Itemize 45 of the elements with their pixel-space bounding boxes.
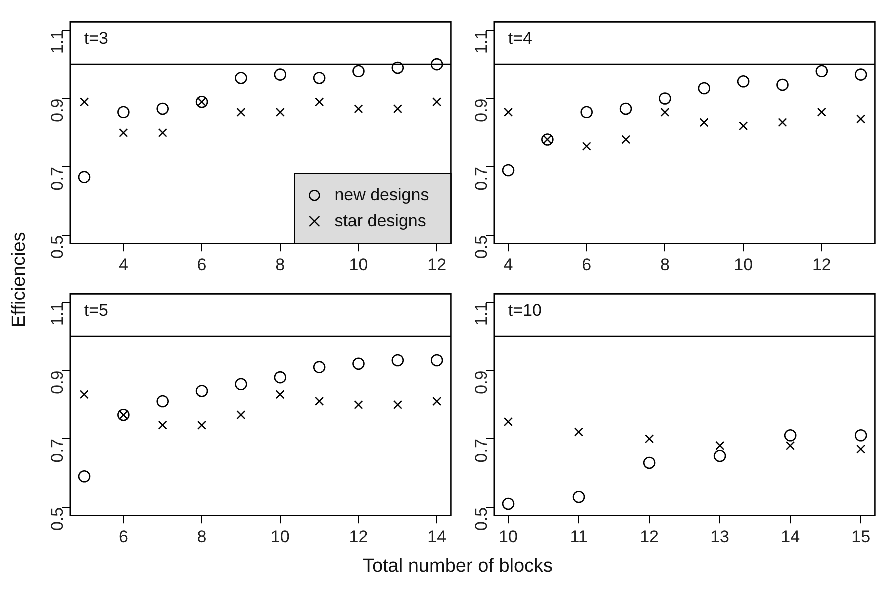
x-tick-label: 14 — [781, 527, 800, 546]
x-tick-label: 12 — [812, 255, 832, 274]
x-axis-title: Total number of blocks — [362, 556, 554, 578]
x-tick-label: 14 — [428, 527, 447, 546]
x-tick-label: 13 — [710, 527, 730, 546]
y-tick-label: 1.1 — [472, 302, 492, 326]
chart-title: t=5 — [84, 300, 109, 320]
y-axis-title: Efficiencies — [9, 232, 31, 328]
legend-label: new designs — [334, 185, 430, 204]
y-tick-label: 0.7 — [472, 167, 492, 191]
x-tick-label: 8 — [197, 527, 207, 546]
x-tick-label: 4 — [504, 255, 514, 274]
x-tick-label: 6 — [197, 255, 207, 274]
y-tick-label: 0.5 — [472, 235, 492, 260]
y-tick-label: 0.7 — [48, 167, 68, 191]
y-tick-label: 0.9 — [472, 370, 492, 394]
y-tick-label: 1.1 — [48, 302, 68, 326]
y-tick-label: 0.9 — [472, 98, 492, 122]
x-tick-label: 8 — [276, 255, 286, 274]
x-tick-label: 10 — [349, 255, 368, 274]
x-tick-label: 12 — [349, 527, 368, 546]
y-tick-label: 0.7 — [48, 439, 68, 463]
y-tick-label: 0.7 — [472, 439, 492, 463]
y-tick-label: 1.1 — [472, 30, 492, 54]
chart-title: t=10 — [508, 300, 542, 320]
y-tick-label: 0.5 — [472, 507, 492, 532]
y-tick-label: 0.5 — [48, 507, 68, 532]
x-tick-label: 6 — [118, 527, 128, 546]
x-tick-label: 6 — [582, 255, 592, 274]
y-tick-label: 0.9 — [48, 98, 68, 122]
x-tick-label: 11 — [570, 527, 588, 546]
x-tick-label: 8 — [660, 255, 670, 274]
x-tick-label: 12 — [640, 527, 659, 546]
y-tick-label: 1.1 — [48, 30, 68, 54]
y-tick-label: 0.9 — [48, 370, 68, 394]
chart-title: t=4 — [508, 28, 533, 48]
legend-label: star designs — [334, 211, 426, 230]
x-tick-label: 10 — [270, 527, 290, 546]
x-tick-label: 10 — [734, 255, 754, 274]
x-tick-label: 15 — [852, 527, 871, 546]
y-tick-label: 0.5 — [48, 235, 68, 260]
chart-title: t=3 — [84, 28, 109, 48]
x-tick-label: 10 — [499, 527, 518, 546]
x-tick-label: 4 — [118, 255, 128, 274]
x-tick-label: 12 — [428, 255, 447, 274]
